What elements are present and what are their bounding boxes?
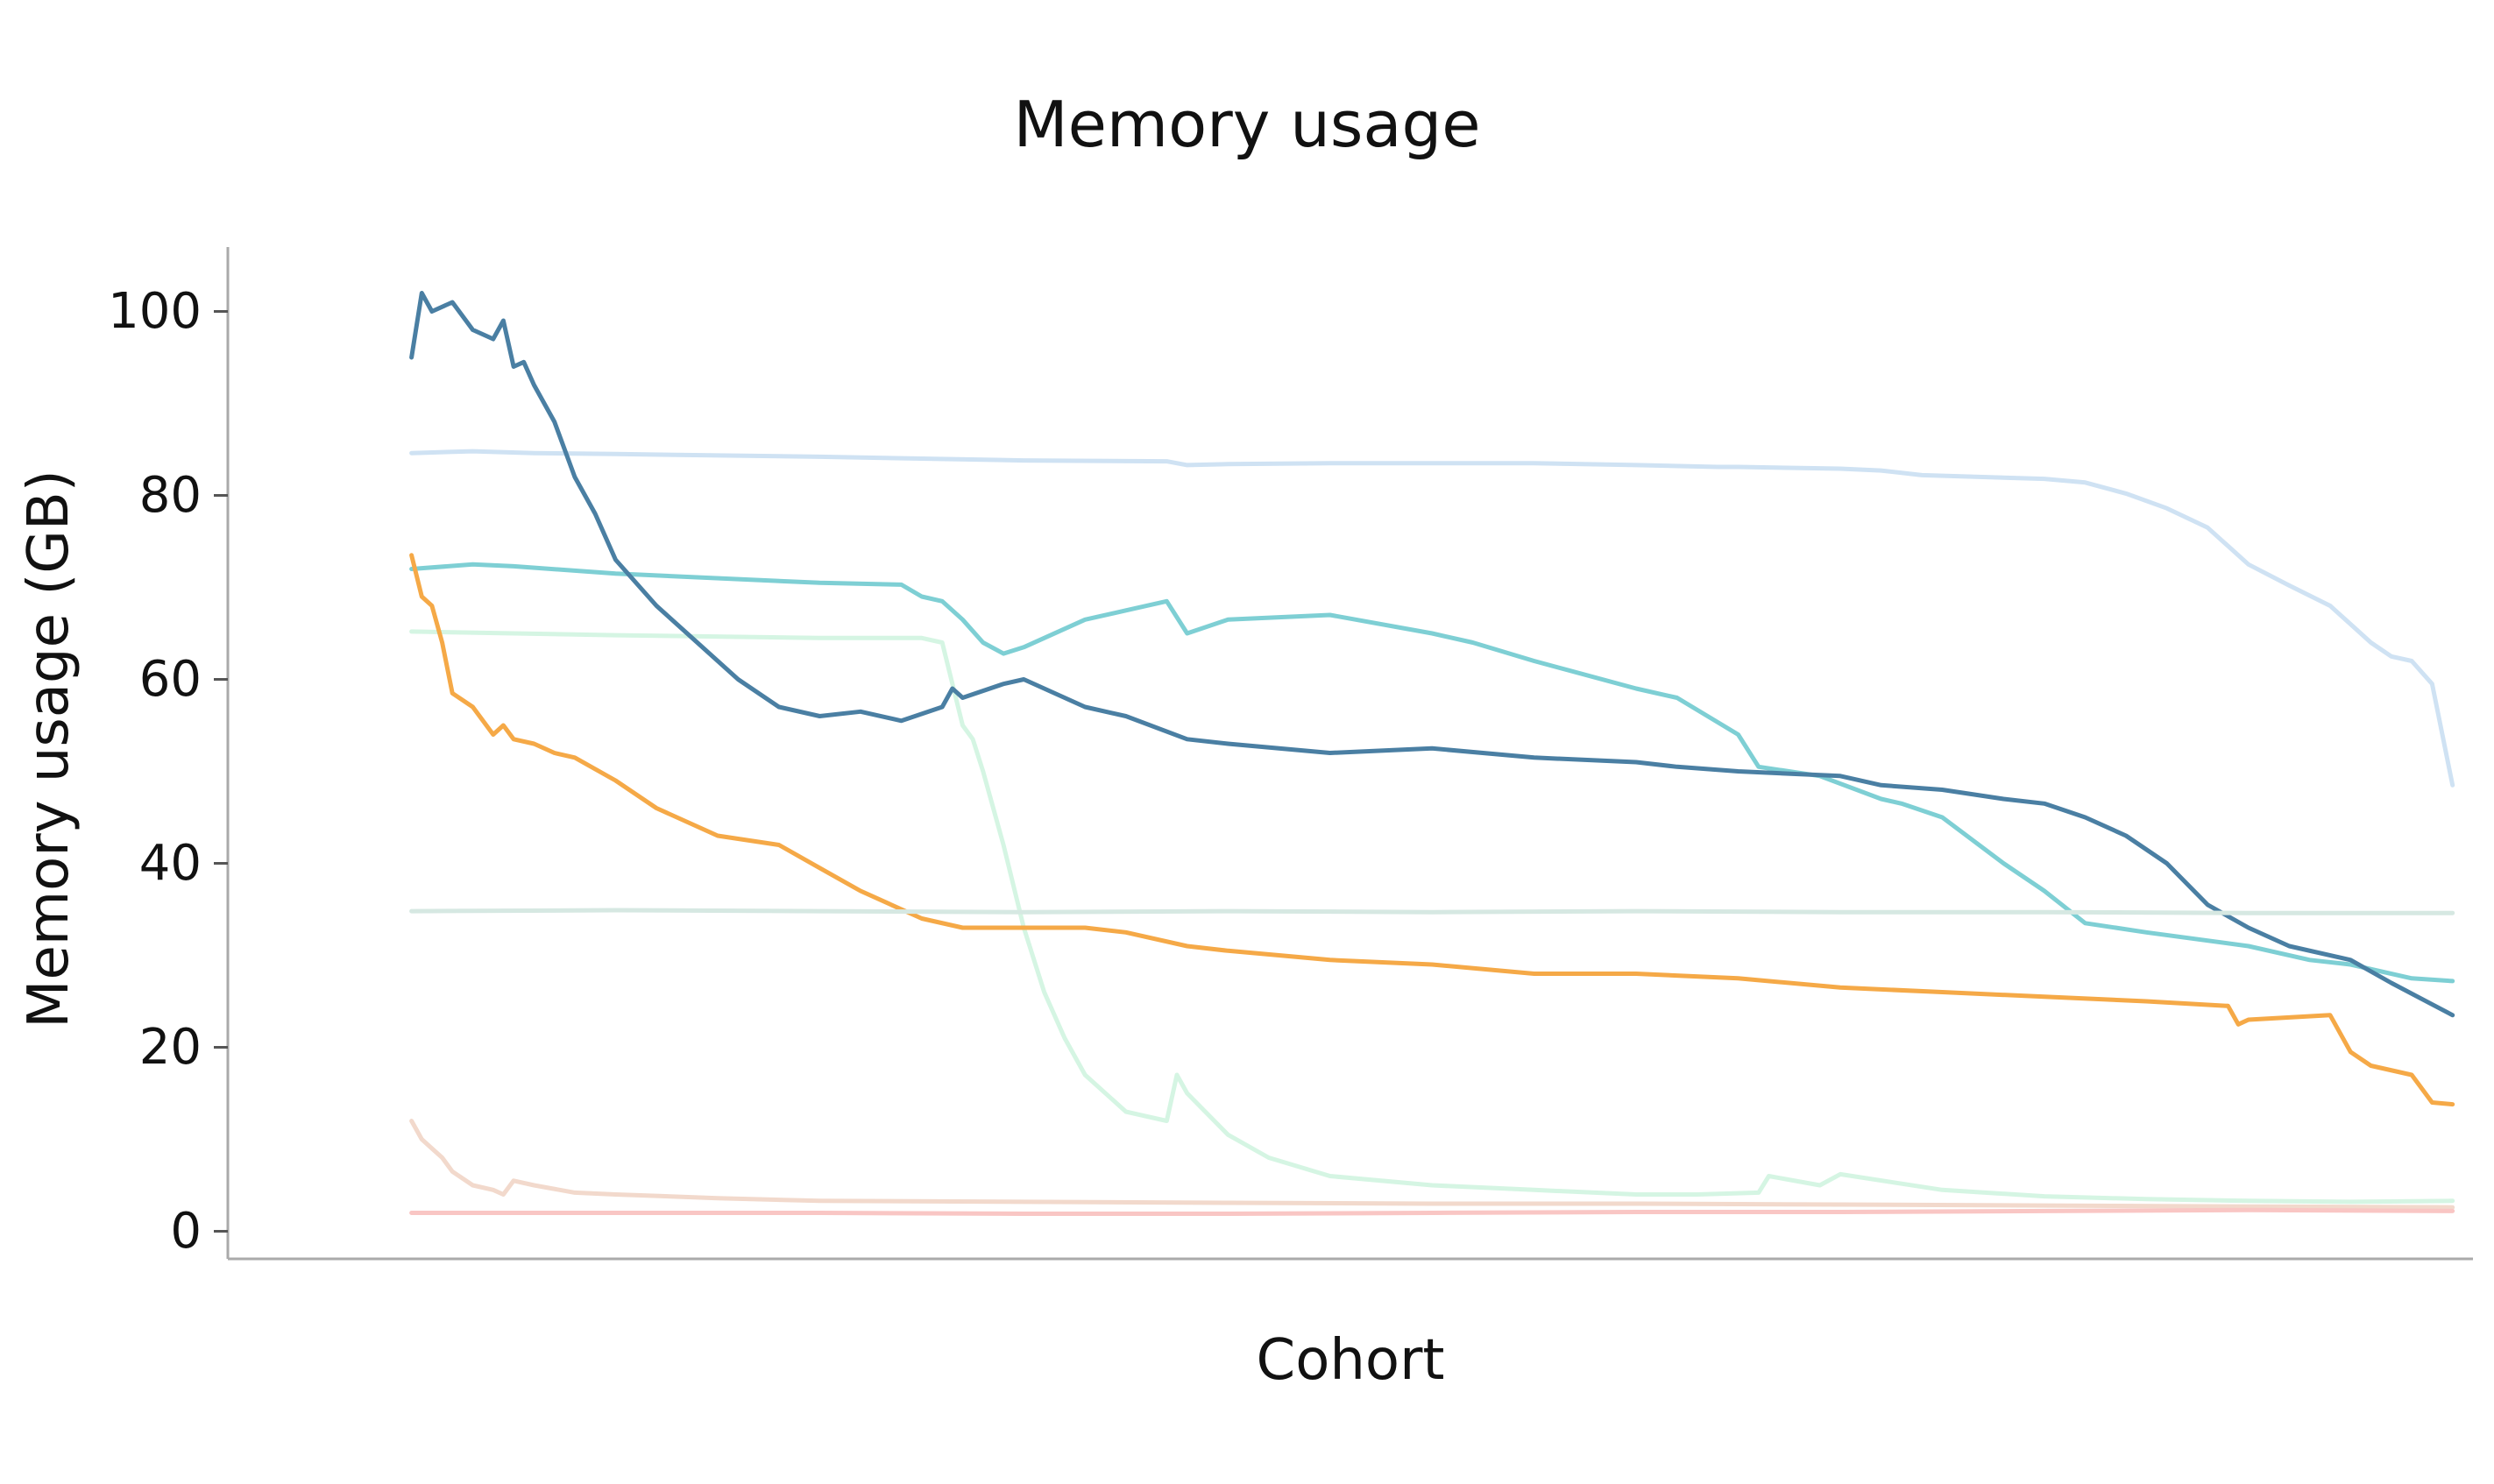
series-line-8 <box>409 1207 2455 1216</box>
series-line-3 <box>409 562 2455 984</box>
y-tick-label: 80 <box>139 467 202 524</box>
axes: 0 20 40 60 80 100 <box>108 247 2473 1261</box>
series-line-1 <box>409 449 2455 788</box>
y-tick-label: 100 <box>108 283 202 340</box>
series-line-2 <box>409 629 2455 1205</box>
series-line-4 <box>409 291 2455 1018</box>
series-line-7 <box>409 1119 2455 1210</box>
series-line-5 <box>409 553 2455 1107</box>
y-tick-label: 60 <box>139 651 202 708</box>
y-axis-label: Memory usage (GB) <box>17 470 81 1028</box>
chart-title: Memory usage <box>1013 88 1481 161</box>
y-tick-label: 0 <box>170 1203 202 1260</box>
y-tick-label: 40 <box>139 835 202 892</box>
series-layer <box>409 291 2455 1216</box>
x-axis-label: Cohort <box>1256 1328 1445 1393</box>
series-line-6 <box>409 908 2455 915</box>
y-tick-label: 20 <box>139 1019 202 1076</box>
